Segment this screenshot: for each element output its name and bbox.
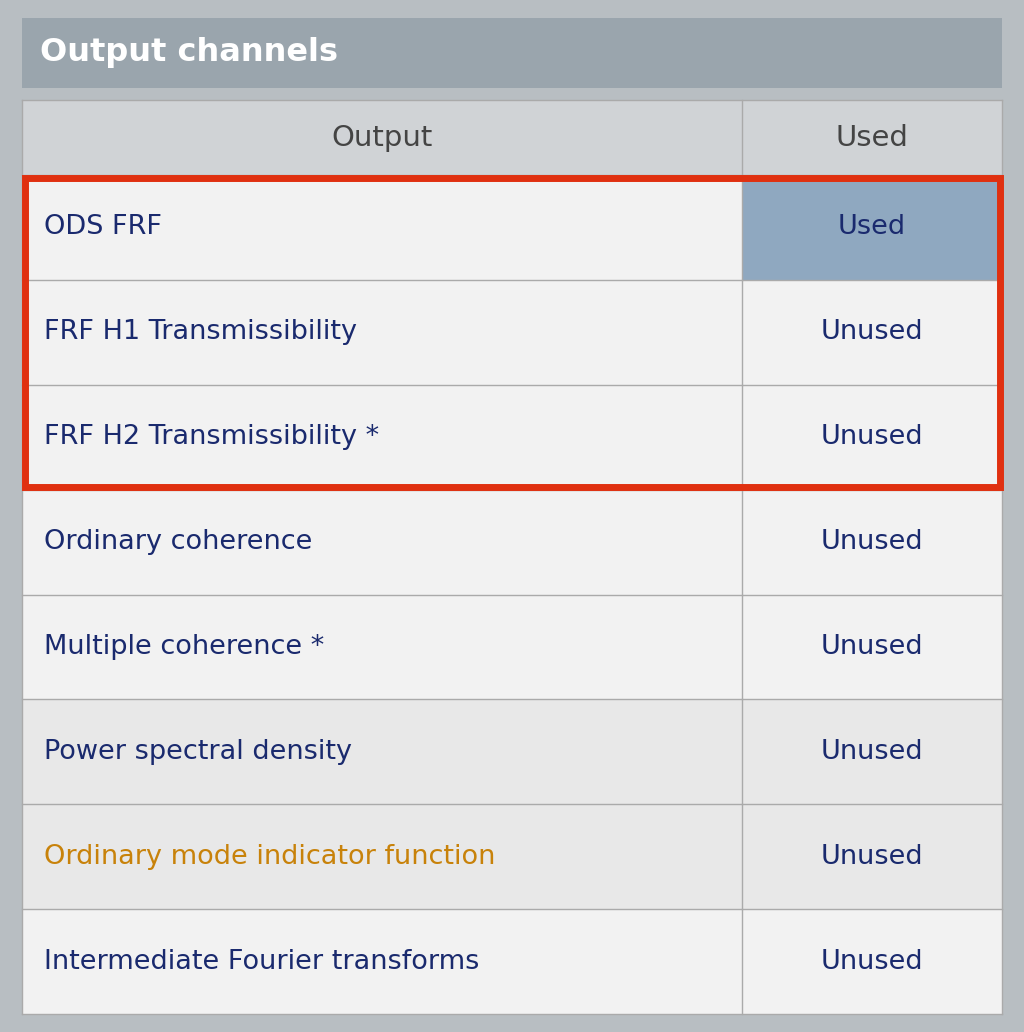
Bar	[22, 385, 742, 489]
Text: Ordinary mode indicator function: Ordinary mode indicator function	[44, 844, 496, 870]
Bar	[22, 18, 1002, 88]
Text: FRF H1 Transmissibility: FRF H1 Transmissibility	[44, 319, 357, 346]
Bar	[22, 100, 1002, 175]
Text: Unused: Unused	[821, 634, 924, 659]
Text: Ordinary coherence: Ordinary coherence	[44, 529, 312, 555]
Bar	[22, 489, 742, 594]
Text: Unused: Unused	[821, 319, 924, 346]
Text: Used: Used	[838, 215, 906, 240]
Bar	[742, 175, 1002, 280]
Bar	[742, 594, 1002, 700]
Bar	[22, 804, 742, 909]
Bar	[742, 385, 1002, 489]
Bar	[742, 909, 1002, 1014]
Bar	[22, 700, 742, 804]
Text: ODS FRF: ODS FRF	[44, 215, 162, 240]
Bar	[22, 100, 1002, 1014]
Bar	[22, 594, 742, 700]
Text: Multiple coherence *: Multiple coherence *	[44, 634, 325, 659]
Bar	[25, 178, 999, 487]
Text: Output: Output	[332, 124, 433, 152]
Text: Intermediate Fourier transforms: Intermediate Fourier transforms	[44, 948, 479, 974]
Text: Unused: Unused	[821, 424, 924, 450]
Bar	[742, 804, 1002, 909]
Text: FRF H2 Transmissibility *: FRF H2 Transmissibility *	[44, 424, 379, 450]
Bar	[22, 909, 742, 1014]
Bar	[742, 280, 1002, 385]
Bar	[22, 175, 742, 280]
Text: Output channels: Output channels	[40, 37, 338, 68]
Bar	[742, 489, 1002, 594]
Text: Unused: Unused	[821, 529, 924, 555]
Text: Used: Used	[836, 124, 908, 152]
Text: Unused: Unused	[821, 844, 924, 870]
Text: Unused: Unused	[821, 739, 924, 765]
Bar	[742, 700, 1002, 804]
Text: Power spectral density: Power spectral density	[44, 739, 352, 765]
Text: Unused: Unused	[821, 948, 924, 974]
Bar	[22, 280, 742, 385]
